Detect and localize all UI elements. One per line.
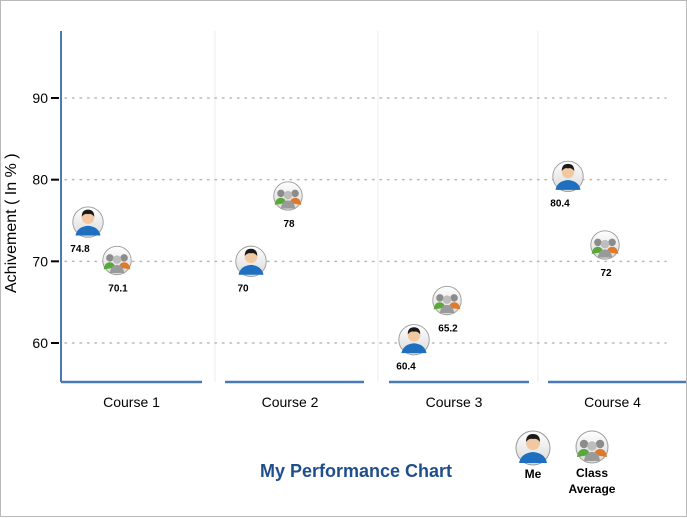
y-tick-label: 60 — [32, 335, 48, 351]
legend-me: Me — [511, 429, 555, 481]
me-data-label: 80.4 — [550, 198, 570, 209]
x-tick-label: Course 4 — [584, 394, 641, 410]
legend-avg-label-line2: Average — [568, 482, 616, 496]
avg-data-label: 72 — [600, 268, 612, 279]
me-data-label: 70 — [237, 283, 249, 294]
group-users-icon — [273, 181, 303, 211]
x-tick-label: Course 1 — [103, 394, 160, 410]
x-tick-label: Course 2 — [262, 394, 319, 410]
me-data-label: 74.8 — [70, 244, 90, 255]
single-user-icon — [552, 160, 584, 193]
legend-me-label: Me — [524, 467, 542, 481]
chart-title: My Performance Chart — [259, 461, 453, 481]
single-user-icon — [235, 245, 267, 277]
x-tick-label: Course 3 — [426, 394, 483, 410]
single-user-icon — [515, 430, 551, 466]
avg-data-label: 65.2 — [438, 324, 458, 335]
group-users-icon — [102, 245, 132, 276]
y-tick-label: 80 — [32, 172, 48, 188]
group-users-icon — [590, 230, 620, 260]
group-users-icon — [575, 430, 609, 464]
legend-avg-label-line1: Class — [575, 466, 609, 480]
avg-data-label: 78 — [283, 219, 295, 230]
y-axis-label: Achivement ( In % ) — [3, 153, 20, 293]
legend-class-average: Class Average — [557, 429, 627, 497]
single-user-icon — [398, 324, 430, 356]
group-users-icon — [432, 285, 462, 316]
me-data-label: 60.4 — [396, 362, 416, 373]
y-tick-label: 90 — [32, 90, 48, 106]
y-tick-label: 70 — [32, 253, 48, 269]
avg-data-label: 70.1 — [108, 284, 128, 295]
single-user-icon — [72, 206, 104, 238]
